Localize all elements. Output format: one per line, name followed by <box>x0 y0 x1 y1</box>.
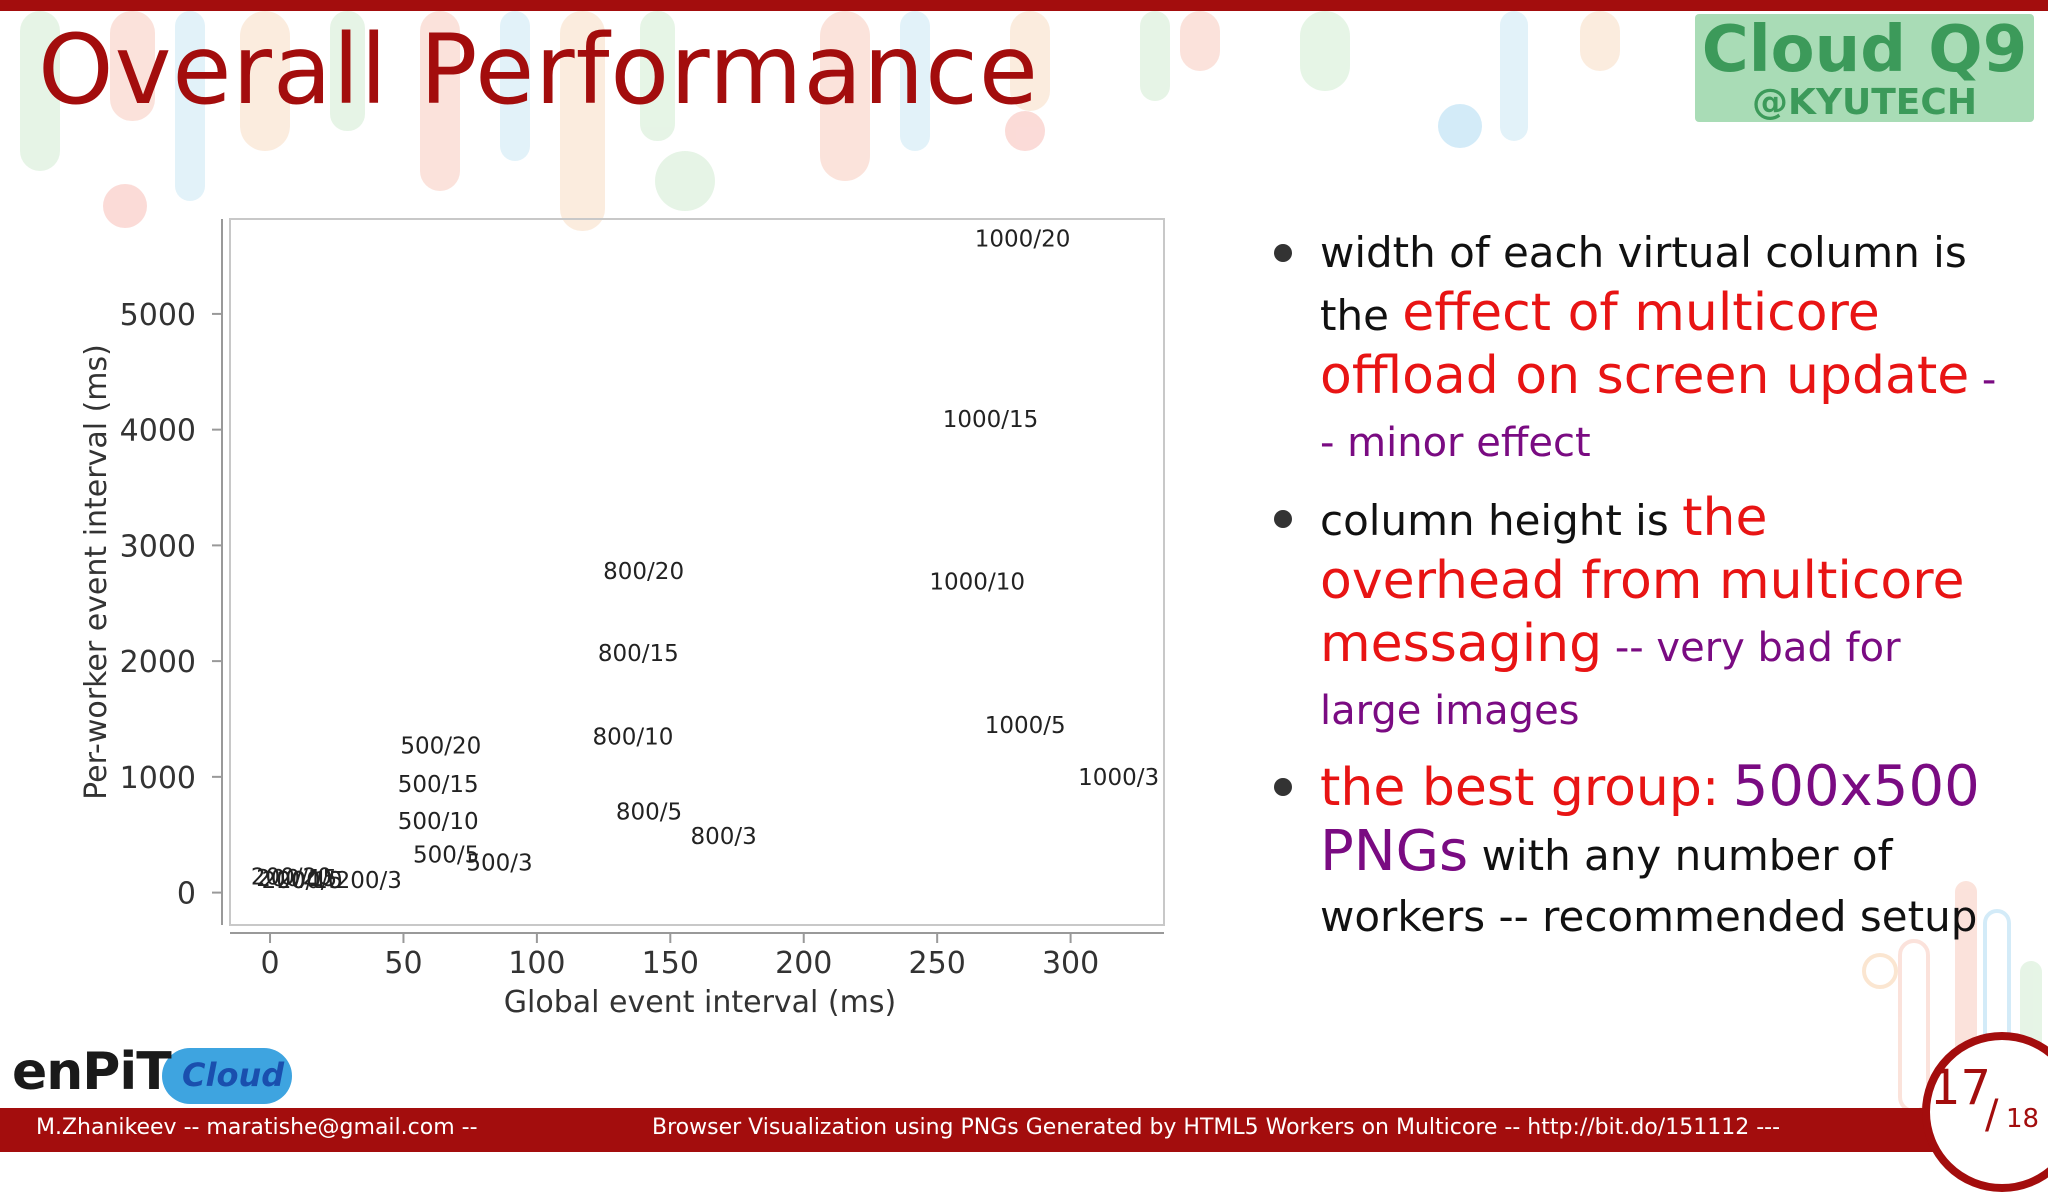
y-tick-label: 5000 <box>120 298 196 333</box>
page-number: 17 <box>1930 1060 1992 1116</box>
point-label: 1000/5 <box>985 713 1066 739</box>
point-label: 200/15 <box>256 866 337 892</box>
bullet-highlight: the best group: <box>1320 758 1720 818</box>
bullet-item: the best group: 500x500 PNGs with any nu… <box>1270 756 2000 947</box>
point-label: 200/3 <box>336 868 402 894</box>
bullet-tail: -- very bad for large images <box>1320 625 1901 734</box>
x-tick-label: 100 <box>508 946 565 981</box>
page-slash: / <box>1985 1092 1999 1138</box>
point-label: 1000/20 <box>975 227 1071 253</box>
point-label: 800/3 <box>691 824 757 850</box>
bullet-item: width of each virtual column is the effe… <box>1270 222 2000 474</box>
point-label: 800/5 <box>616 800 682 826</box>
point-label: 200/5 <box>277 868 343 894</box>
x-axis-label: Global event interval (ms) <box>504 985 896 1020</box>
point-label: 1000/3 <box>1078 765 1159 791</box>
x-tick-label: 50 <box>384 946 422 981</box>
enpit-cloud-logo: enPiT Cloud <box>12 1042 292 1106</box>
enpit-text: enPiT <box>12 1042 172 1102</box>
point-label: 1000/15 <box>943 407 1039 433</box>
x-tick-label: 150 <box>642 946 699 981</box>
top-bar <box>0 0 2048 11</box>
point-label: 200/10 <box>262 868 343 894</box>
bullet-dot <box>1274 244 1292 262</box>
x-tick-label: 0 <box>260 946 279 981</box>
point-label: 200/20 <box>251 864 332 890</box>
footer-author: M.Zhanikeev -- maratishe@gmail.com -- <box>36 1115 478 1140</box>
bullet-tail: -- minor effect <box>1320 357 1997 466</box>
bullet-list: width of each virtual column is the effe… <box>1270 222 2000 961</box>
footer-subtitle: Browser Visualization using PNGs Generat… <box>652 1115 1781 1140</box>
logo-main-text: Cloud Q9 <box>1701 13 2028 87</box>
bullet-dot <box>1274 778 1292 796</box>
scatter-chart: 0 1000 2000 3000 4000 5000 0 50 100 150 200 250 300… <box>79 218 1165 1020</box>
bullet-dot <box>1274 510 1292 528</box>
x-tick-label: 300 <box>1042 946 1099 981</box>
point-label: 800/10 <box>592 724 673 750</box>
point-label: 500/10 <box>398 809 479 835</box>
point-label: 500/3 <box>466 851 532 877</box>
slide-title: Overall Performance <box>38 14 1039 126</box>
x-tick-label: 250 <box>909 946 966 981</box>
point-label: 800/20 <box>603 559 684 585</box>
page-total: 18 <box>2006 1104 2040 1134</box>
point-label: 1000/10 <box>929 569 1025 595</box>
y-tick-label: 4000 <box>120 414 196 449</box>
point-label: 500/15 <box>398 772 479 798</box>
bullet-lead: column height is <box>1320 496 1683 545</box>
x-tick-label: 200 <box>775 946 832 981</box>
point-label: 800/15 <box>598 641 679 667</box>
plot-area <box>229 218 1165 926</box>
point-label: 500/5 <box>413 842 479 868</box>
bullet-tail: with any number of workers -- recommende… <box>1320 831 1978 941</box>
y-tick-label: 2000 <box>120 645 196 680</box>
bullet-item: column height is the overhead from multi… <box>1270 488 2000 742</box>
y-tick-label: 0 <box>177 877 196 912</box>
cloud-shape <box>162 1048 292 1104</box>
y-tick-label: 1000 <box>120 761 196 796</box>
bullet-highlight: the overhead from multicore messaging <box>1320 488 1965 674</box>
bullet-lead: width of each virtual column is the <box>1320 228 1967 340</box>
bullet-highlight: effect of multicore offload on screen up… <box>1320 283 1970 406</box>
point-label: 500/20 <box>400 734 481 760</box>
y-axis-label: Per-worker event interval (ms) <box>79 344 114 800</box>
logo-sub-text: @KYUTECH <box>1752 82 1977 123</box>
cloud-text: Cloud <box>182 1056 285 1094</box>
cloud-q9-logo: Cloud Q9 @KYUTECH <box>1695 14 2034 122</box>
footer-bar <box>0 1108 2048 1152</box>
bullet-accent: 500x500 PNGs <box>1320 754 1980 884</box>
y-tick-label: 3000 <box>120 529 196 564</box>
